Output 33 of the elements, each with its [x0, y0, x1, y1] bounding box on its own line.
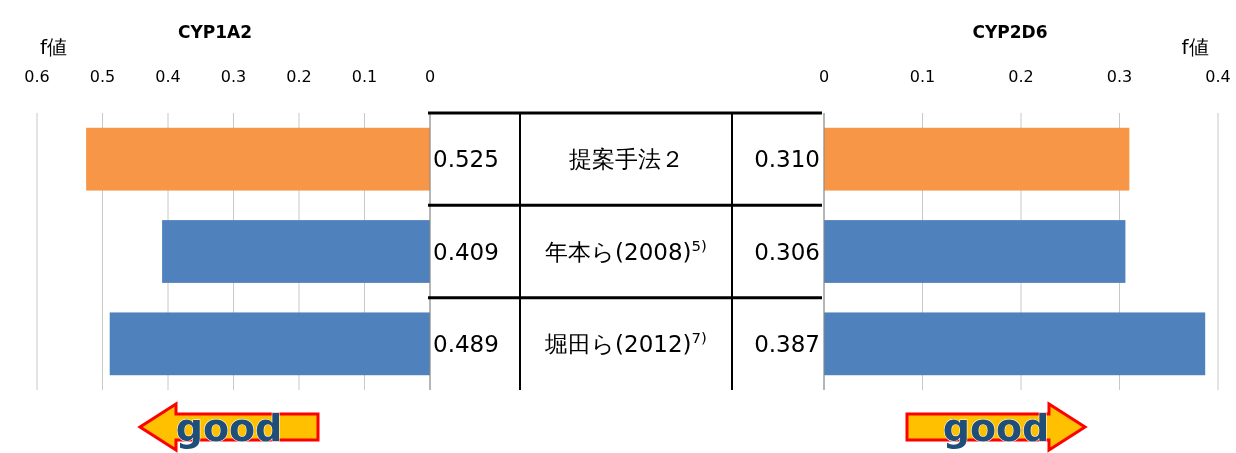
data-label: 0.306 — [754, 238, 820, 265]
bar — [162, 220, 430, 283]
x-tick-label: 0.1 — [909, 67, 936, 86]
chart-title: CYP1A2 — [177, 22, 253, 42]
x-axis-title: f値 — [1181, 35, 1209, 59]
data-label: 0.387 — [754, 330, 820, 357]
data-label: 0.489 — [433, 330, 499, 357]
bar — [824, 312, 1206, 376]
x-tick-label: 0.4 — [155, 67, 181, 86]
x-tick-label: 0.2 — [1008, 67, 1034, 86]
bar — [86, 127, 430, 191]
y-tick-label: 堀田ら(2012)$^{7)}$ — [544, 328, 707, 357]
text: good — [942, 406, 1050, 450]
x-tick-label: 0.6 — [24, 67, 50, 86]
y-tick-label: 提案手法２ — [568, 146, 684, 173]
x-tick-label: 0.1 — [351, 67, 378, 86]
x-tick-label: 0 — [818, 67, 830, 86]
x-tick-label: 0.2 — [286, 67, 312, 86]
data-label: 0.525 — [433, 146, 499, 173]
bar — [109, 312, 430, 376]
x-tick-label: 0.3 — [1106, 67, 1133, 86]
data-label: 0.310 — [754, 146, 820, 173]
data-label: 0.409 — [433, 238, 499, 265]
bar — [824, 127, 1130, 191]
chart-title: CYP2D6 — [972, 22, 1048, 42]
y-tick-label: 年本ら(2008)$^{5)}$ — [545, 236, 707, 265]
bar — [824, 220, 1126, 283]
x-tick-label: 0 — [424, 67, 436, 86]
x-tick-label: 0.5 — [89, 67, 116, 86]
text: good — [175, 406, 283, 450]
x-tick-label: 0.3 — [220, 67, 247, 86]
x-tick-label: 0.4 — [1205, 67, 1231, 86]
x-axis-title: f値 — [40, 35, 68, 59]
